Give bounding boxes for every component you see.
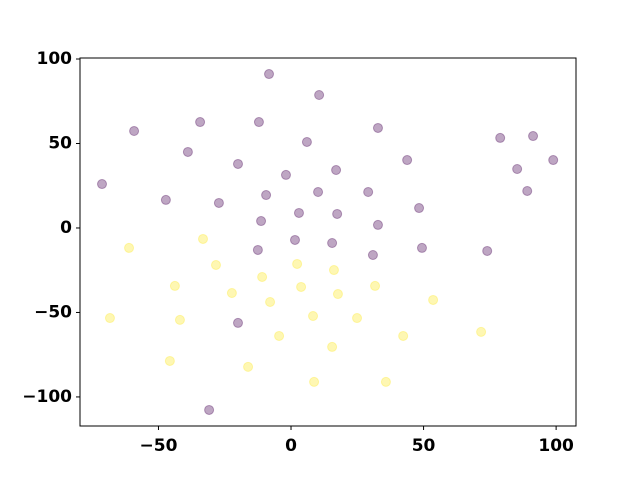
- point: [402, 155, 413, 166]
- point: [528, 131, 539, 142]
- y-tick-label: 50: [48, 133, 72, 153]
- point: [314, 90, 325, 101]
- point: [522, 185, 533, 196]
- point: [309, 376, 320, 387]
- point: [308, 311, 319, 322]
- point: [512, 164, 523, 175]
- x-tick-label: −50: [140, 436, 178, 456]
- point: [313, 186, 324, 197]
- point: [97, 179, 108, 190]
- plot-frame: [79, 57, 577, 427]
- point: [367, 250, 378, 261]
- point: [232, 317, 243, 328]
- point: [174, 314, 185, 325]
- point: [253, 117, 264, 128]
- x-tick-label: 50: [412, 436, 436, 456]
- point: [414, 203, 425, 214]
- point: [363, 186, 374, 197]
- point: [210, 259, 221, 270]
- point: [129, 125, 140, 136]
- point: [548, 155, 559, 166]
- point: [296, 281, 307, 292]
- point: [280, 169, 291, 180]
- point: [495, 132, 506, 143]
- point: [327, 341, 338, 352]
- point: [331, 165, 342, 176]
- point: [428, 294, 439, 305]
- point: [352, 313, 363, 324]
- point: [265, 296, 276, 307]
- point: [213, 197, 224, 208]
- y-tick-label: −100: [22, 387, 72, 407]
- y-tick-label: 0: [60, 218, 72, 238]
- point: [274, 330, 285, 341]
- point: [124, 242, 135, 253]
- point: [256, 216, 267, 227]
- point: [293, 207, 304, 218]
- y-tick-label: −50: [34, 302, 72, 322]
- point: [292, 258, 303, 269]
- point: [195, 117, 206, 128]
- point: [476, 326, 487, 337]
- point: [328, 265, 339, 276]
- point: [232, 158, 243, 169]
- point: [160, 194, 171, 205]
- point: [169, 280, 180, 291]
- point: [252, 244, 263, 255]
- point: [104, 313, 115, 324]
- x-tick-label: 0: [285, 436, 297, 456]
- point: [332, 289, 343, 300]
- point: [370, 280, 381, 291]
- point: [416, 242, 427, 253]
- point: [380, 376, 391, 387]
- point: [182, 146, 193, 157]
- point: [398, 330, 409, 341]
- x-tick-label: 100: [538, 436, 574, 456]
- point: [226, 288, 237, 299]
- point: [372, 122, 383, 133]
- point: [301, 136, 312, 147]
- point: [264, 69, 275, 80]
- point: [257, 271, 268, 282]
- point: [289, 234, 300, 245]
- point: [372, 219, 383, 230]
- y-tick-label: 100: [37, 49, 73, 69]
- point: [327, 238, 338, 249]
- point: [204, 404, 215, 415]
- point: [164, 355, 175, 366]
- point: [332, 208, 343, 219]
- point: [261, 190, 272, 201]
- point: [482, 245, 493, 256]
- point: [243, 361, 254, 372]
- point: [198, 233, 209, 244]
